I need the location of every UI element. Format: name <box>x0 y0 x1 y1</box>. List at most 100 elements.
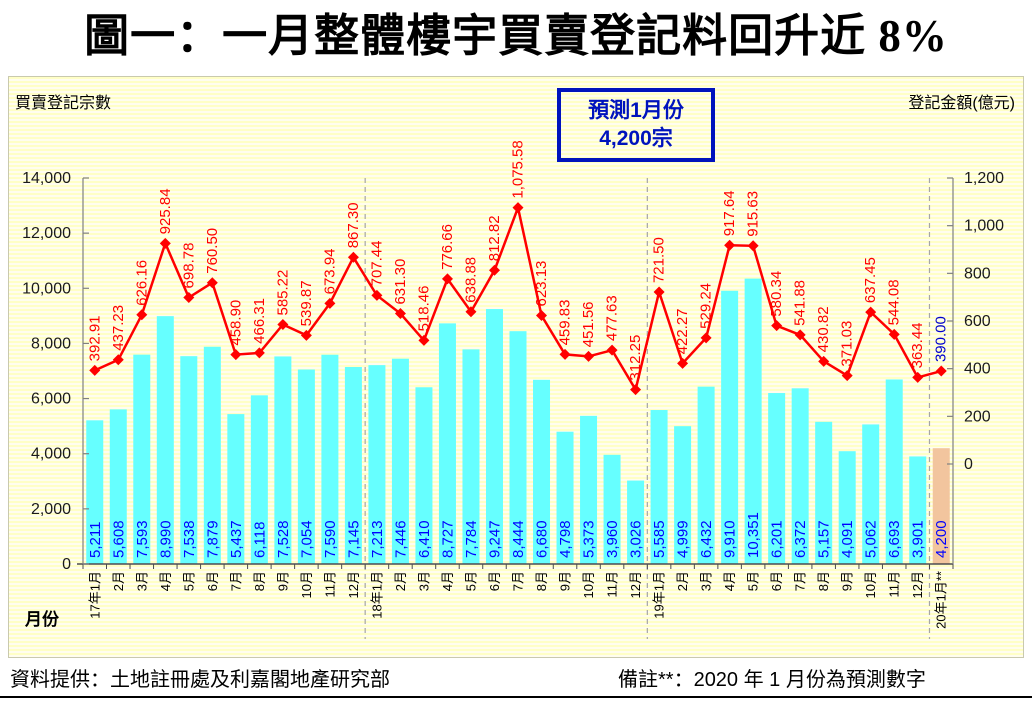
line-marker <box>512 202 524 214</box>
bar <box>274 356 292 564</box>
bar <box>697 386 715 564</box>
x-tick-label: 10月 <box>581 571 596 598</box>
bar <box>109 409 127 564</box>
bar-value-label: 4,999 <box>675 520 692 558</box>
line-marker <box>818 355 830 367</box>
bar-value-label: 9,247 <box>486 520 503 558</box>
bottom-divider <box>0 696 1032 698</box>
line-marker <box>677 357 689 369</box>
line-value-label: 812.82 <box>486 215 503 261</box>
line-value-label: 390.00 <box>933 316 950 362</box>
line-marker <box>912 371 924 383</box>
line-value-label: 430.82 <box>815 306 832 352</box>
line-value-label: 721.50 <box>651 237 668 283</box>
x-tick-label: 6月 <box>769 571 784 591</box>
bar <box>650 410 668 564</box>
bar-value-label: 8,727 <box>439 520 456 558</box>
bar-value-label: 7,593 <box>134 520 151 558</box>
bar <box>885 379 903 564</box>
bar-value-label: 3,026 <box>628 520 645 558</box>
x-tick-label: 8月 <box>534 571 549 591</box>
x-tick-label: 19年1月 <box>652 571 667 619</box>
line-marker <box>841 370 853 382</box>
bar <box>509 331 527 564</box>
x-tick-label: 12月 <box>628 571 643 598</box>
line-marker <box>347 251 359 263</box>
left-tick-label: 2,000 <box>31 501 71 518</box>
bar <box>791 388 809 564</box>
bar <box>156 316 174 564</box>
line-marker <box>418 334 430 346</box>
line-value-label: 638.88 <box>462 257 479 303</box>
line-marker <box>324 297 336 309</box>
left-tick-label: 8,000 <box>31 335 71 352</box>
x-tick-label: 2月 <box>675 571 690 591</box>
bar-value-label: 3,901 <box>910 520 927 558</box>
x-tick-label: 9月 <box>275 571 290 591</box>
bar-value-label: 4,200 <box>933 520 950 558</box>
line-marker <box>630 384 642 396</box>
right-tick-label: 400 <box>964 361 991 378</box>
left-tick-label: 10,000 <box>22 280 71 297</box>
bar <box>603 454 621 564</box>
line-value-label: 392.91 <box>86 315 103 361</box>
x-tick-label: 3月 <box>134 571 149 591</box>
right-tick-label: 800 <box>964 265 991 282</box>
left-tick-label: 14,000 <box>22 170 71 187</box>
line-marker <box>724 239 736 251</box>
line-marker <box>206 277 218 289</box>
bar-value-label: 6,680 <box>534 520 551 558</box>
line-marker <box>300 329 312 341</box>
line-value-label: 422.27 <box>674 308 691 354</box>
x-tick-label: 10月 <box>299 571 314 598</box>
x-tick-label: 7月 <box>511 571 526 591</box>
x-tick-label: 3月 <box>416 571 431 591</box>
bar-value-label: 7,528 <box>275 520 292 558</box>
line-marker <box>112 354 124 366</box>
bar-value-label: 8,990 <box>157 520 174 558</box>
bar <box>368 365 386 564</box>
line-marker <box>536 309 548 321</box>
line-value-label: 529.24 <box>698 283 715 329</box>
x-tick-label: 9月 <box>558 571 573 591</box>
x-tick-label: 20年1月** <box>934 571 949 629</box>
x-tick-label: 6月 <box>205 571 220 591</box>
right-tick-label: 600 <box>964 313 991 330</box>
line-value-label: 776.66 <box>439 224 456 270</box>
bar <box>909 456 927 564</box>
bar <box>227 414 245 564</box>
bar <box>438 323 456 564</box>
line-value-label: 312.25 <box>627 335 644 381</box>
left-tick-label: 4,000 <box>31 446 71 463</box>
line-marker <box>277 319 289 331</box>
x-tick-label: 7月 <box>228 571 243 591</box>
x-tick-label: 4月 <box>722 571 737 591</box>
x-tick-label: 18年1月 <box>369 571 384 619</box>
line-value-label: 459.83 <box>557 300 574 346</box>
bar <box>744 278 762 564</box>
bar <box>180 356 198 564</box>
line-value-label: 925.84 <box>157 188 174 234</box>
forecast-footnote: 備註**：2020 年 1 月份為預測數字 <box>618 669 926 691</box>
x-tick-label: 11月 <box>322 571 337 598</box>
left-tick-label: 0 <box>62 556 71 573</box>
right-tick-label: 1,000 <box>964 218 1004 235</box>
bar <box>932 448 950 564</box>
line-value-label: 363.44 <box>909 322 926 368</box>
bar-value-label: 6,432 <box>698 520 715 558</box>
x-tick-label: 12月 <box>346 571 361 598</box>
line-value-label: 760.50 <box>204 228 221 274</box>
bar-value-label: 9,910 <box>722 520 739 558</box>
bar <box>133 354 151 564</box>
bar-value-label: 6,372 <box>792 520 809 558</box>
line-value-label: 917.64 <box>721 190 738 236</box>
bar <box>321 354 339 564</box>
x-tick-label: 8月 <box>816 571 831 591</box>
bar-value-label: 6,118 <box>251 522 268 558</box>
x-tick-label: 17年1月 <box>87 571 102 619</box>
bar-value-label: 8,444 <box>510 520 527 558</box>
bar-value-label: 5,437 <box>228 520 245 558</box>
line-marker <box>606 344 618 356</box>
bar <box>203 346 221 564</box>
